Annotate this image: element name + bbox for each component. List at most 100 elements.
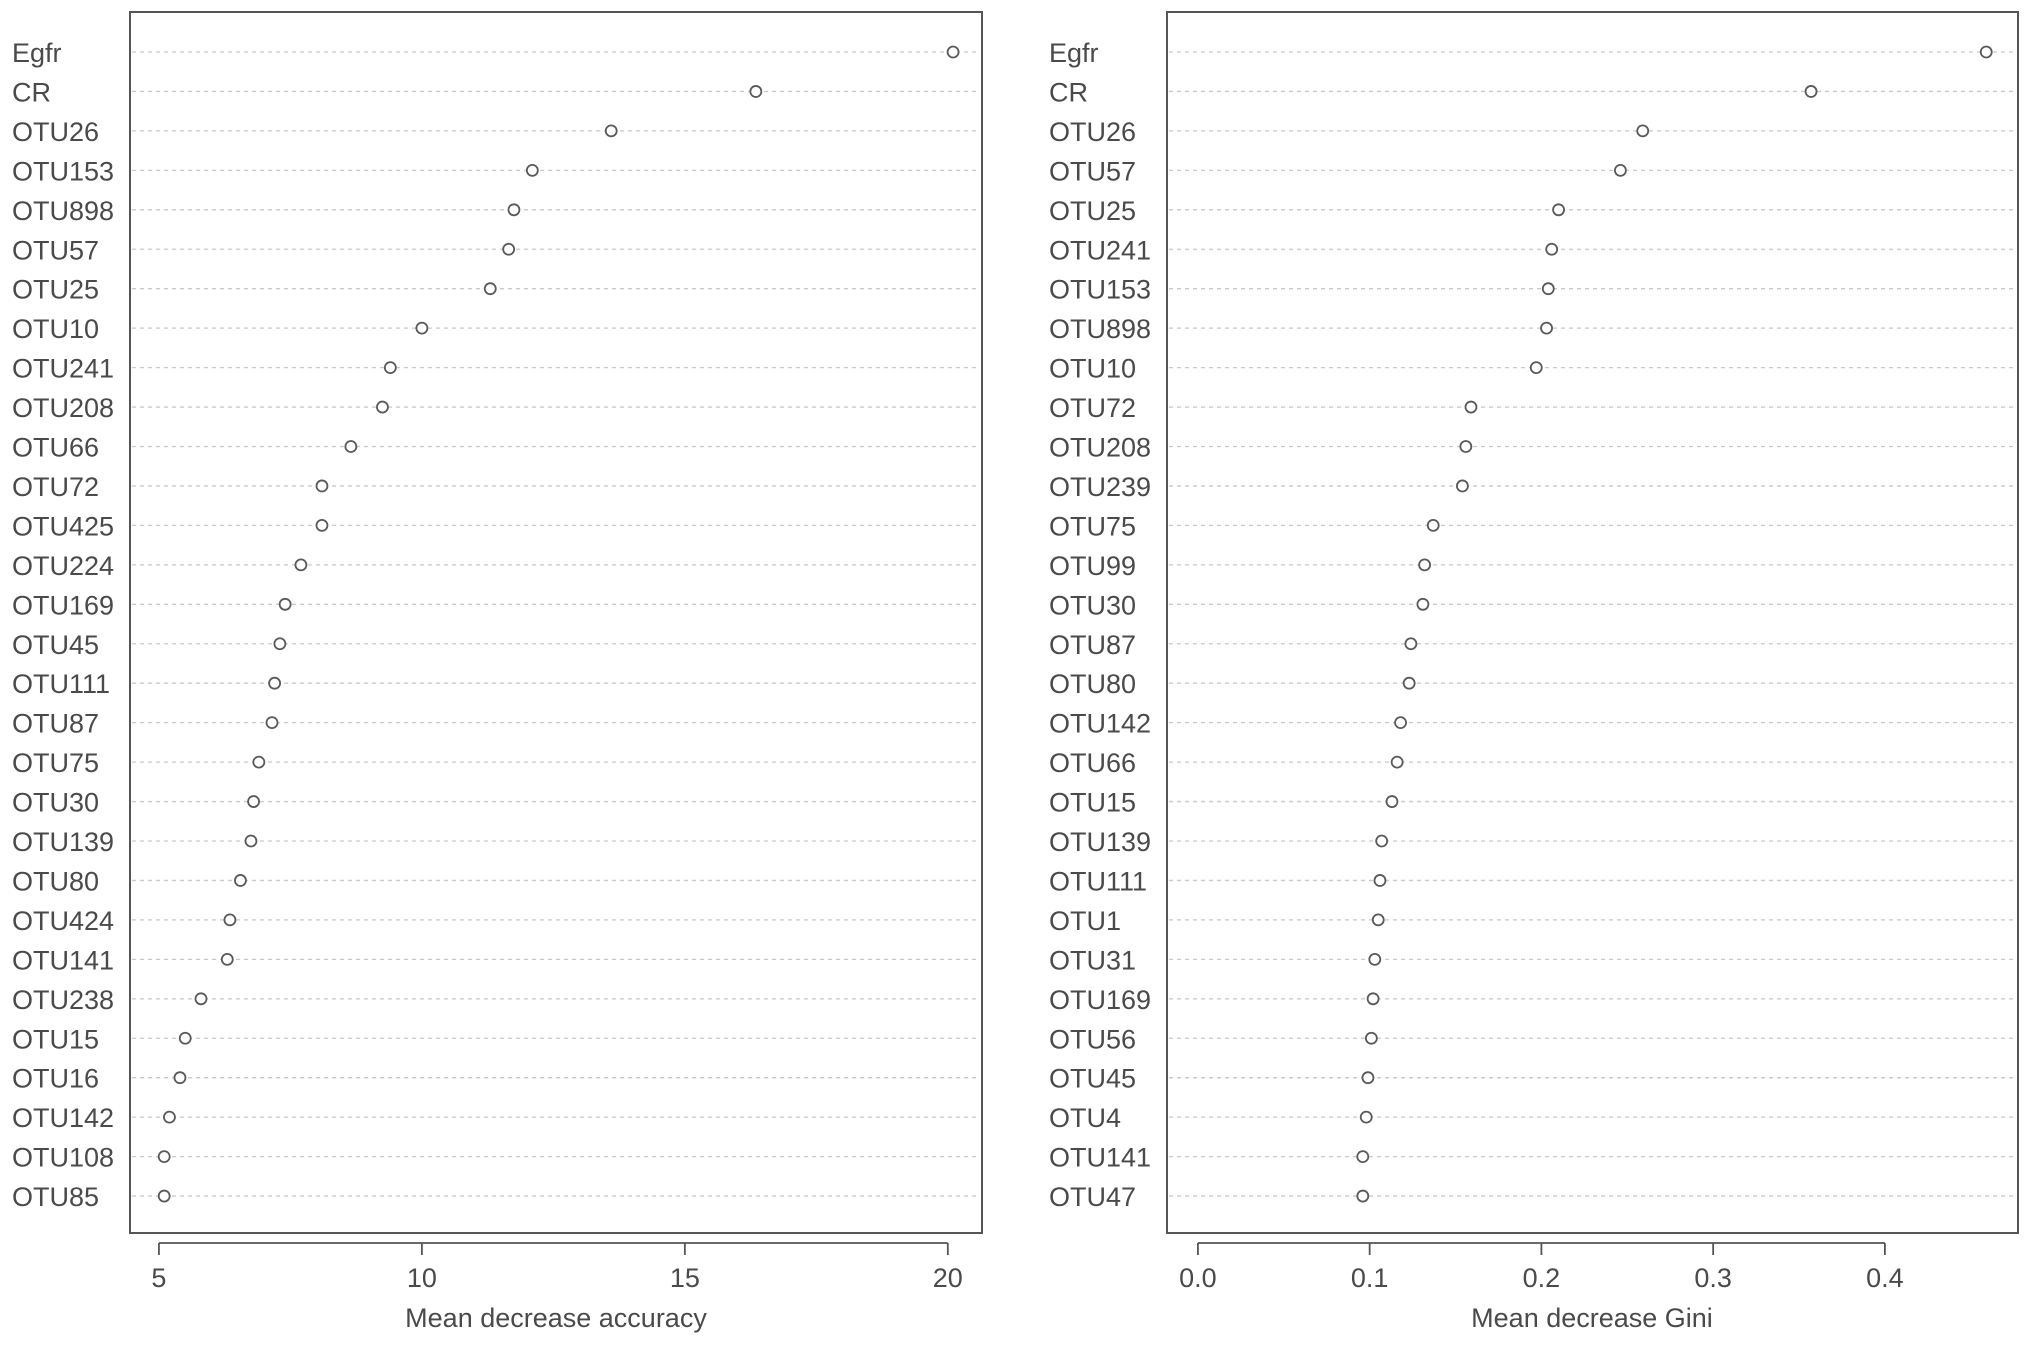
category-label: OTU45: [1049, 1064, 1136, 1094]
category-label: OTU4: [1049, 1103, 1121, 1133]
data-point: [344, 440, 358, 453]
data-point: [315, 479, 329, 493]
category-label: OTU72: [12, 472, 99, 502]
data-point: [1459, 440, 1473, 453]
category-label: OTU241: [12, 354, 114, 384]
category-label: OTU142: [1049, 709, 1151, 739]
data-point: [1804, 85, 1818, 98]
category-label: OTU108: [12, 1143, 114, 1173]
data-point: [234, 874, 247, 887]
category-label: OTU425: [12, 511, 114, 541]
data-point: [1402, 676, 1416, 690]
gini-axis-title: Mean decrease Gini: [1471, 1303, 1713, 1333]
data-point: [749, 85, 763, 98]
data-point: [383, 361, 397, 375]
x-tick-label: 20: [933, 1263, 963, 1293]
category-label: Egfr: [1049, 38, 1099, 68]
category-label: OTU238: [12, 985, 114, 1015]
data-point: [1979, 45, 1993, 59]
gini-plot-frame: [1166, 11, 2019, 1234]
data-point: [1364, 1031, 1378, 1045]
category-label: Egfr: [12, 38, 62, 68]
data-point: [1416, 597, 1430, 611]
data-point: [315, 519, 329, 532]
data-point: [1359, 1110, 1373, 1124]
data-point: [376, 400, 389, 414]
category-label: OTU424: [12, 906, 114, 936]
data-point: [1404, 637, 1418, 651]
category-label: OTU1: [1049, 906, 1121, 936]
data-point: [273, 637, 287, 651]
category-label: OTU31: [1049, 945, 1136, 975]
data-point: [223, 913, 237, 927]
x-tick-label: 0.4: [1866, 1263, 1904, 1293]
category-label: OTU111: [12, 669, 110, 699]
data-point: [178, 1031, 192, 1045]
data-point: [1356, 1150, 1370, 1163]
category-label: OTU57: [12, 235, 99, 265]
data-point: [1375, 834, 1389, 848]
data-point: [1636, 124, 1650, 138]
data-point: [278, 597, 292, 611]
category-label: OTU208: [12, 393, 114, 423]
data-point: [265, 716, 279, 730]
data-point: [1552, 203, 1565, 217]
category-label: OTU241: [1049, 235, 1151, 265]
category-label: OTU10: [12, 314, 99, 344]
data-point: [1614, 163, 1627, 177]
category-label: OTU45: [12, 630, 99, 660]
data-point: [268, 676, 282, 690]
x-tick-label: 10: [407, 1263, 437, 1293]
x-tick-label: 5: [151, 1263, 166, 1293]
category-label: OTU25: [1049, 196, 1136, 226]
data-point: [244, 834, 258, 848]
category-label: OTU153: [1049, 275, 1151, 305]
data-point: [946, 45, 960, 59]
data-point: [483, 282, 497, 296]
data-point: [1541, 282, 1555, 296]
category-label: OTU139: [1049, 827, 1151, 857]
category-label: OTU898: [12, 196, 114, 226]
category-label: OTU75: [1049, 511, 1136, 541]
category-label: OTU141: [12, 945, 114, 975]
x-tick-label: 0.3: [1694, 1263, 1732, 1293]
data-point: [194, 992, 208, 1006]
category-label: OTU142: [12, 1103, 114, 1133]
data-point: [1426, 519, 1440, 532]
data-point: [1394, 716, 1407, 730]
category-label: OTU56: [1049, 1024, 1136, 1054]
category-label: OTU99: [1049, 551, 1136, 581]
category-label: CR: [1049, 77, 1088, 107]
data-point: [294, 558, 308, 572]
gini-panel: Mean decrease Gini Egfr CR OTU26 OTU57 OTU25…: [1049, 11, 2019, 1333]
data-point: [220, 952, 234, 966]
data-point: [1545, 242, 1559, 256]
category-label: OTU72: [1049, 393, 1136, 423]
category-label: OTU898: [1049, 314, 1151, 344]
data-point: [1385, 795, 1399, 808]
category-label: OTU30: [12, 788, 99, 818]
category-label: OTU87: [1049, 630, 1136, 660]
category-label: OTU111: [1049, 866, 1147, 896]
category-label: OTU66: [1049, 748, 1136, 778]
data-point: [604, 124, 618, 138]
category-label: OTU239: [1049, 472, 1151, 502]
data-point: [1390, 755, 1404, 769]
category-label: OTU169: [1049, 985, 1151, 1015]
data-point: [507, 203, 521, 217]
accuracy-axis-title: Mean decrease accuracy: [405, 1303, 707, 1333]
category-label: OTU87: [12, 709, 99, 739]
data-point: [252, 755, 266, 769]
category-label: OTU80: [1049, 669, 1136, 699]
category-label: CR: [12, 77, 51, 107]
data-point: [1464, 400, 1478, 414]
category-label: OTU30: [1049, 590, 1136, 620]
category-label: OTU66: [12, 433, 99, 463]
category-label: OTU26: [1049, 117, 1136, 147]
data-point: [1373, 874, 1387, 887]
data-point: [1361, 1071, 1375, 1085]
category-label: OTU10: [1049, 354, 1136, 384]
category-label: OTU25: [12, 275, 99, 305]
data-point: [415, 321, 429, 335]
x-tick-label: 0.1: [1351, 1263, 1389, 1293]
